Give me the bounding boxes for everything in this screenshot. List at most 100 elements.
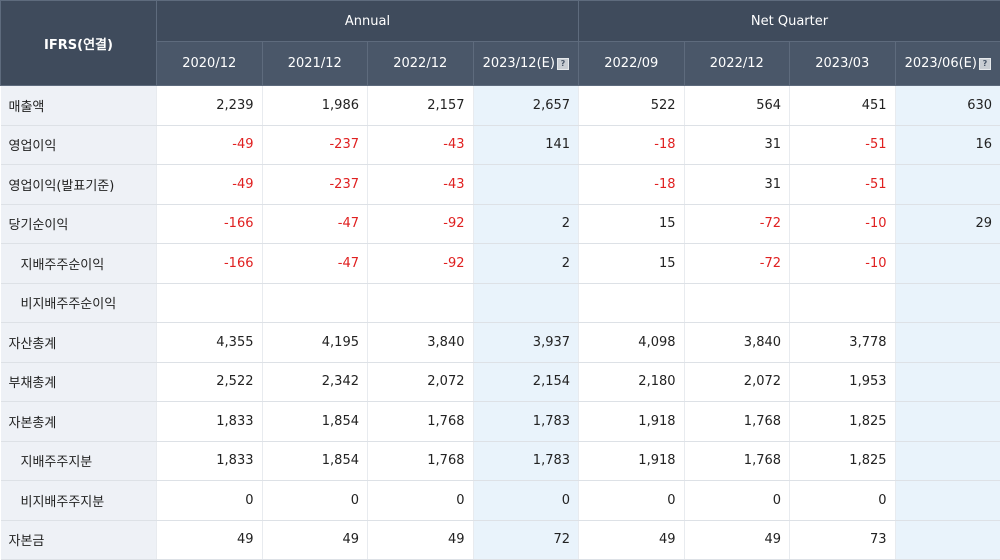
value-cell: [895, 244, 1000, 284]
value-cell: 72: [473, 520, 579, 560]
period-header: 2020/12: [157, 42, 263, 86]
estimate-info-icon[interactable]: ?: [979, 58, 991, 70]
row-label: 영업이익: [1, 125, 157, 165]
value-cell: 31: [684, 125, 790, 165]
value-cell: 4,355: [157, 323, 263, 363]
value-cell: -10: [790, 204, 896, 244]
period-header: 2023/12(E)?: [473, 42, 579, 86]
value-cell: 3,840: [684, 323, 790, 363]
value-cell: [579, 283, 685, 323]
value-cell: 1,768: [368, 402, 474, 442]
annual-group-header: Annual: [157, 1, 579, 42]
period-label: 2023/06(E): [905, 56, 977, 71]
value-cell: [895, 165, 1000, 205]
value-cell: 1,833: [157, 402, 263, 442]
value-cell: 1,833: [157, 441, 263, 481]
value-cell: 29: [895, 204, 1000, 244]
value-cell: 15: [579, 244, 685, 284]
value-cell: 4,098: [579, 323, 685, 363]
value-cell: -43: [368, 165, 474, 205]
value-cell: 49: [684, 520, 790, 560]
period-header: 2022/12: [684, 42, 790, 86]
value-cell: -47: [262, 244, 368, 284]
value-cell: [895, 481, 1000, 521]
value-cell: 49: [262, 520, 368, 560]
row-label: 당기순이익: [1, 204, 157, 244]
value-cell: [473, 283, 579, 323]
value-cell: 1,918: [579, 402, 685, 442]
period-header: 2022/09: [579, 42, 685, 86]
value-cell: -72: [684, 204, 790, 244]
row-label: 자본총계: [1, 402, 157, 442]
value-cell: 31: [684, 165, 790, 205]
row-label: 비지배주주순이익: [1, 283, 157, 323]
value-cell: 1,953: [790, 362, 896, 402]
value-cell: 2: [473, 204, 579, 244]
value-cell: 0: [368, 481, 474, 521]
row-label: 자본금: [1, 520, 157, 560]
value-cell: [895, 402, 1000, 442]
estimate-info-icon[interactable]: ?: [557, 58, 569, 70]
value-cell: 1,986: [262, 86, 368, 126]
value-cell: -51: [790, 125, 896, 165]
value-cell: [684, 283, 790, 323]
value-cell: 49: [579, 520, 685, 560]
value-cell: -43: [368, 125, 474, 165]
value-cell: -18: [579, 125, 685, 165]
value-cell: 451: [790, 86, 896, 126]
value-cell: 564: [684, 86, 790, 126]
value-cell: [473, 165, 579, 205]
value-cell: 49: [157, 520, 263, 560]
period-header: 2021/12: [262, 42, 368, 86]
corner-header: IFRS(연결): [1, 1, 157, 86]
value-cell: 1,825: [790, 441, 896, 481]
value-cell: 3,778: [790, 323, 896, 363]
value-cell: -72: [684, 244, 790, 284]
value-cell: 73: [790, 520, 896, 560]
value-cell: -49: [157, 125, 263, 165]
value-cell: 2,522: [157, 362, 263, 402]
value-cell: [895, 283, 1000, 323]
period-label: 2023/03: [815, 56, 869, 71]
period-label: 2022/12: [393, 56, 447, 71]
value-cell: [157, 283, 263, 323]
period-label: 2022/12: [710, 56, 764, 71]
period-label: 2022/09: [604, 56, 658, 71]
value-cell: [262, 283, 368, 323]
value-cell: 16: [895, 125, 1000, 165]
value-cell: -18: [579, 165, 685, 205]
period-header: 2022/12: [368, 42, 474, 86]
value-cell: 0: [473, 481, 579, 521]
row-label: 부채총계: [1, 362, 157, 402]
period-header: 2023/03: [790, 42, 896, 86]
value-cell: -166: [157, 204, 263, 244]
value-cell: -92: [368, 204, 474, 244]
value-cell: 141: [473, 125, 579, 165]
value-cell: 49: [368, 520, 474, 560]
value-cell: 0: [579, 481, 685, 521]
period-label: 2021/12: [288, 56, 342, 71]
value-cell: [790, 283, 896, 323]
value-cell: 2,657: [473, 86, 579, 126]
value-cell: 522: [579, 86, 685, 126]
row-label: 지배주주지분: [1, 441, 157, 481]
value-cell: 4,195: [262, 323, 368, 363]
value-cell: [895, 441, 1000, 481]
value-cell: -51: [790, 165, 896, 205]
value-cell: 2,157: [368, 86, 474, 126]
value-cell: 1,768: [684, 402, 790, 442]
row-label: 자산총계: [1, 323, 157, 363]
value-cell: [368, 283, 474, 323]
